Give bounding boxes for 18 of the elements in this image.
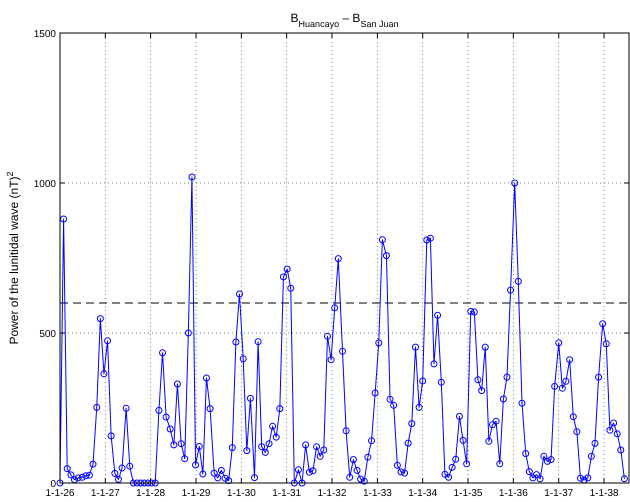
x-tick-label: 1-1-34: [408, 488, 438, 499]
y-tick-label: 500: [39, 329, 56, 340]
x-tick-label: 1-1-31: [272, 488, 302, 499]
y-tick-label: 0: [50, 479, 56, 490]
x-tick-label: 1-1-29: [182, 488, 211, 499]
y-tick-label: 1000: [34, 179, 56, 190]
x-tick-label: 1-1-37: [544, 488, 574, 499]
x-tick-label: 1-1-36: [498, 488, 528, 499]
chart-title: B$_{Huancayo}$ – B$_{San Juan}$: [290, 11, 398, 29]
x-tick-label: 1-1-32: [318, 488, 347, 499]
x-tick-label: 1-1-28: [136, 488, 166, 499]
x-tick-label: 1-1-38: [590, 488, 619, 499]
x-tick-label: 1-1-30: [226, 488, 256, 499]
x-tick-label: 1-1-35: [454, 488, 483, 499]
x-tick-label: 1-1-26: [46, 488, 75, 499]
y-tick-label: 1500: [34, 29, 56, 40]
x-tick-label: 1-1-27: [90, 488, 120, 499]
x-tick-label: 1-1-33: [362, 488, 392, 499]
